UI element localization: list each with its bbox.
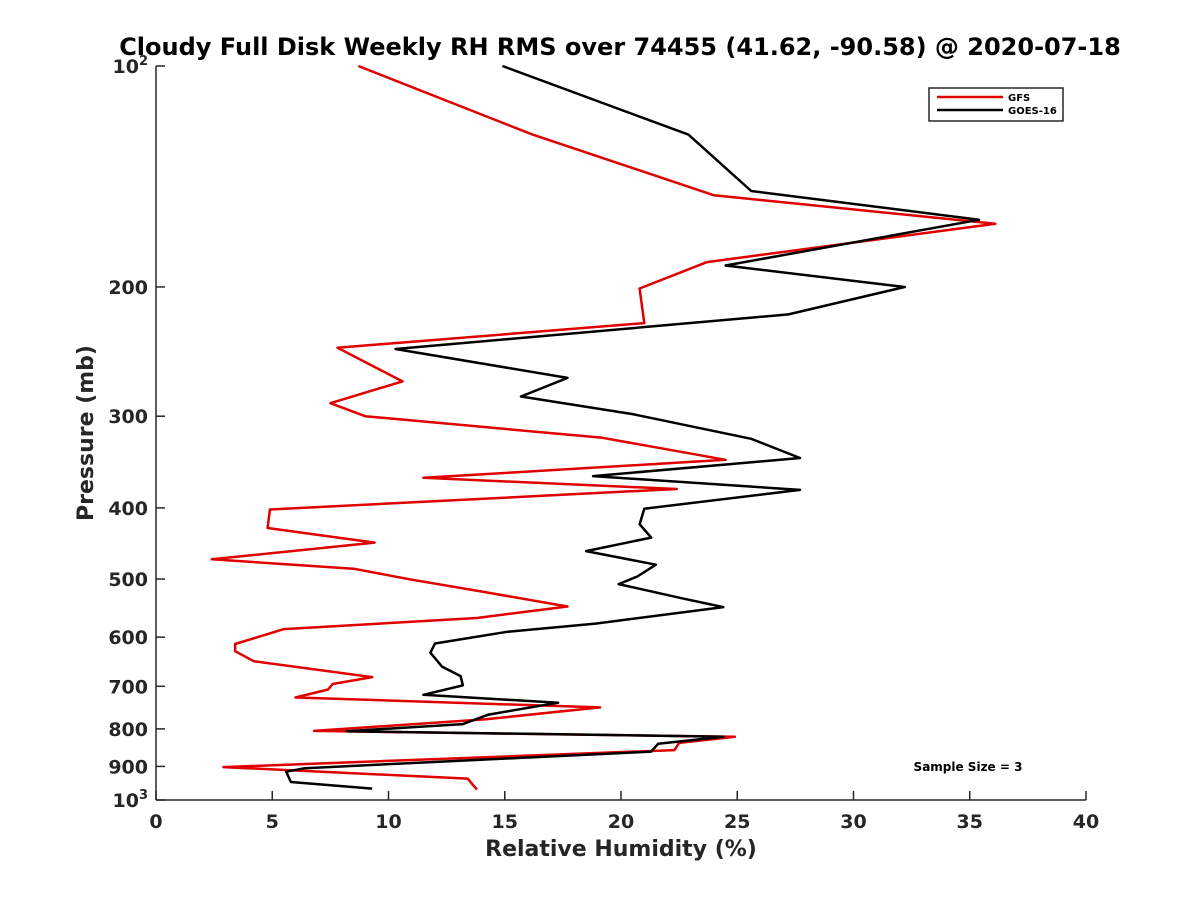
- x-tick-label: 15: [492, 811, 518, 833]
- series-line-gfs: [210, 64, 997, 791]
- y-tick-label: 500: [108, 569, 148, 591]
- legend-label-goes16: GOES-16: [1008, 106, 1057, 117]
- y-tick-label: 102: [113, 54, 149, 78]
- legend: GFS GOES-16: [928, 87, 1064, 122]
- y-axis-label: Pressure (mb): [74, 345, 99, 521]
- series-line-goes16: [284, 64, 981, 790]
- x-tick-label: 35: [957, 811, 983, 833]
- y-tick-label: 700: [108, 676, 148, 698]
- x-tick-label: 40: [1073, 811, 1099, 833]
- x-tick-label: 0: [149, 811, 162, 833]
- chart-title: Cloudy Full Disk Weekly RH RMS over 7445…: [119, 33, 1121, 61]
- y-tick-label: 400: [108, 498, 148, 520]
- plot-area: 0 5 10 15 20 25 30 35 40 102 200 300 400 500 600 700 80…: [108, 54, 1099, 833]
- series-layer: [210, 64, 997, 791]
- y-tick-label: 300: [108, 406, 148, 428]
- y-ticks: 102 200 300 400 500 600 700 800 900 103: [108, 54, 165, 812]
- x-tick-label: 30: [840, 811, 866, 833]
- y-tick-label: 200: [108, 277, 148, 299]
- x-tick-label: 5: [266, 811, 279, 833]
- y-tick-label: 103: [113, 788, 149, 812]
- x-tick-label: 10: [375, 811, 401, 833]
- legend-box: [928, 87, 1064, 122]
- legend-label-gfs: GFS: [1008, 93, 1030, 104]
- y-tick-label: 900: [108, 756, 148, 778]
- x-axis-label: Relative Humidity (%): [485, 837, 757, 862]
- y-tick-label: 800: [108, 719, 148, 741]
- x-tick-label: 20: [608, 811, 634, 833]
- y-tick-label: 600: [108, 627, 148, 649]
- x-tick-label: 25: [724, 811, 750, 833]
- sample-size-annotation: Sample Size = 3: [914, 760, 1023, 774]
- x-ticks: 0 5 10 15 20 25 30 35 40: [149, 791, 1099, 833]
